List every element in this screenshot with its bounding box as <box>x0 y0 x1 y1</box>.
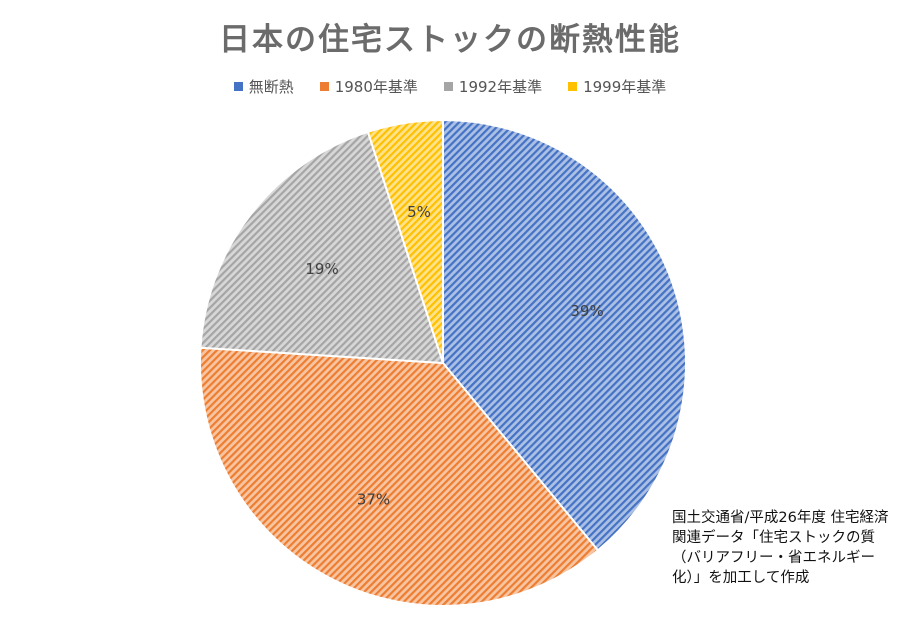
pie-slice-1980 <box>199 346 600 607</box>
slice-label-mudanetsu: 39% <box>570 302 603 320</box>
legend-label-1980: 1980年基準 <box>334 78 418 96</box>
slice-label-1999: 5% <box>407 203 431 221</box>
pie-slice-1999 <box>366 118 444 364</box>
legend-swatch-mudanetsu <box>233 82 243 91</box>
source-note: 国土交通省/平成26年度 住宅経済関連データ「住宅ストックの質（バリアフリー・省… <box>672 510 889 586</box>
legend-item-1999: 1999年基準 <box>568 76 666 97</box>
legend-label-mudanetsu: 無断熱 <box>248 78 294 96</box>
legend-swatch-1980 <box>319 82 329 91</box>
legend-swatch-1999 <box>568 82 578 91</box>
legend-item-1980: 1980年基準 <box>319 76 418 97</box>
pie-slice-mudanetsu <box>442 118 687 552</box>
legend-item-1992: 1992年基準 <box>443 76 543 97</box>
slice-label-1992: 19% <box>305 260 338 278</box>
slice-label-1980: 37% <box>357 490 390 508</box>
legend-item-mudanetsu: 無断熱 <box>233 76 294 97</box>
legend-label-1999: 1999年基準 <box>583 78 667 96</box>
legend-swatch-1992 <box>443 82 453 91</box>
pie-slice-1992 <box>199 130 445 365</box>
chart-title: 日本の住宅ストックの断熱性能 <box>219 22 681 58</box>
legend: 無断熱 1980年基準 1992年基準 1999年基準 <box>0 76 900 97</box>
legend-label-1992: 1992年基準 <box>458 78 543 96</box>
